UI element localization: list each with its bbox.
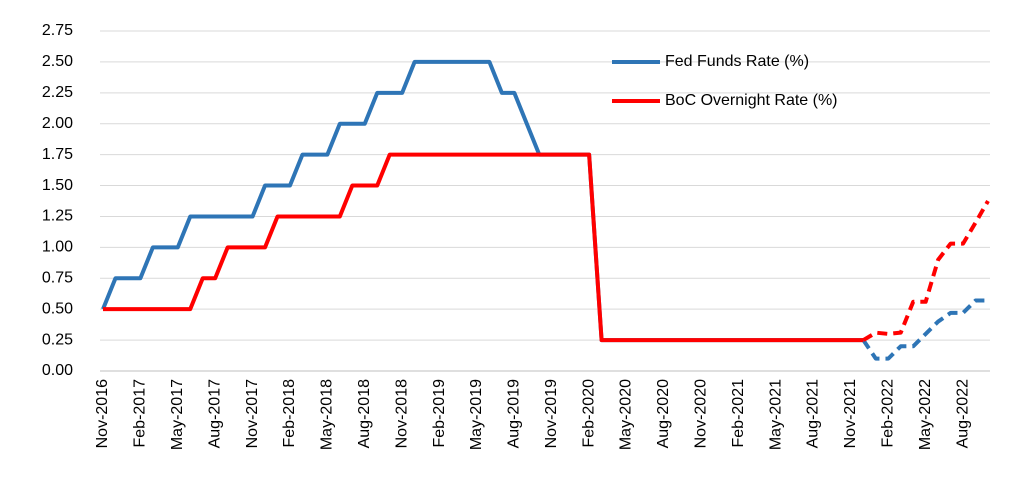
y-tick-label: 1.50	[42, 177, 73, 194]
y-tick-label: 1.00	[42, 239, 73, 256]
x-tick-label: May-2021	[767, 379, 784, 450]
y-tick-label: 0.00	[42, 362, 73, 379]
x-tick-label: Nov-2021	[842, 379, 859, 448]
series-line	[861, 298, 988, 361]
x-tick-label: Aug-2017	[206, 379, 223, 448]
series-line	[103, 152, 864, 343]
y-tick-label: 2.75	[42, 22, 73, 39]
x-tick-label: Nov-2019	[543, 379, 560, 448]
x-tick-label: Aug-2018	[356, 379, 373, 448]
x-tick-label: Aug-2020	[655, 379, 672, 448]
y-tick-label: 1.75	[42, 146, 73, 163]
x-tick-label: Feb-2022	[880, 379, 897, 448]
y-tick-label: 0.75	[42, 269, 73, 286]
x-tick-label: Nov-2020	[693, 379, 710, 448]
y-tick-label: 2.00	[42, 115, 73, 132]
y-tick-label: 2.50	[42, 53, 73, 70]
x-tick-label: Feb-2017	[132, 379, 149, 448]
x-tick-label: May-2017	[169, 379, 186, 450]
y-tick-label: 1.25	[42, 208, 73, 225]
legend-label: BoC Overnight Rate (%)	[665, 92, 838, 109]
x-tick-label: May-2019	[468, 379, 485, 450]
x-tick-label: May-2020	[618, 379, 635, 450]
x-tick-label: Feb-2018	[281, 379, 298, 448]
y-tick-label: 2.25	[42, 84, 73, 101]
x-tick-label: Nov-2016	[94, 379, 111, 448]
x-tick-label: Nov-2017	[244, 379, 261, 448]
x-tick-label: Feb-2019	[431, 379, 448, 448]
x-tick-label: Aug-2021	[805, 379, 822, 448]
y-tick-label: 0.50	[42, 300, 73, 317]
y-tick-label: 0.25	[42, 331, 73, 348]
x-tick-label: Feb-2020	[580, 379, 597, 448]
x-tick-label: May-2018	[319, 379, 336, 450]
x-tick-label: Aug-2022	[954, 379, 971, 448]
x-tick-label: May-2022	[917, 379, 934, 450]
x-tick-label: Aug-2019	[506, 379, 523, 448]
x-tick-label: Feb-2021	[730, 379, 747, 448]
x-tick-label: Nov-2018	[393, 379, 410, 448]
legend-label: Fed Funds Rate (%)	[665, 53, 809, 70]
series-line	[862, 200, 990, 342]
